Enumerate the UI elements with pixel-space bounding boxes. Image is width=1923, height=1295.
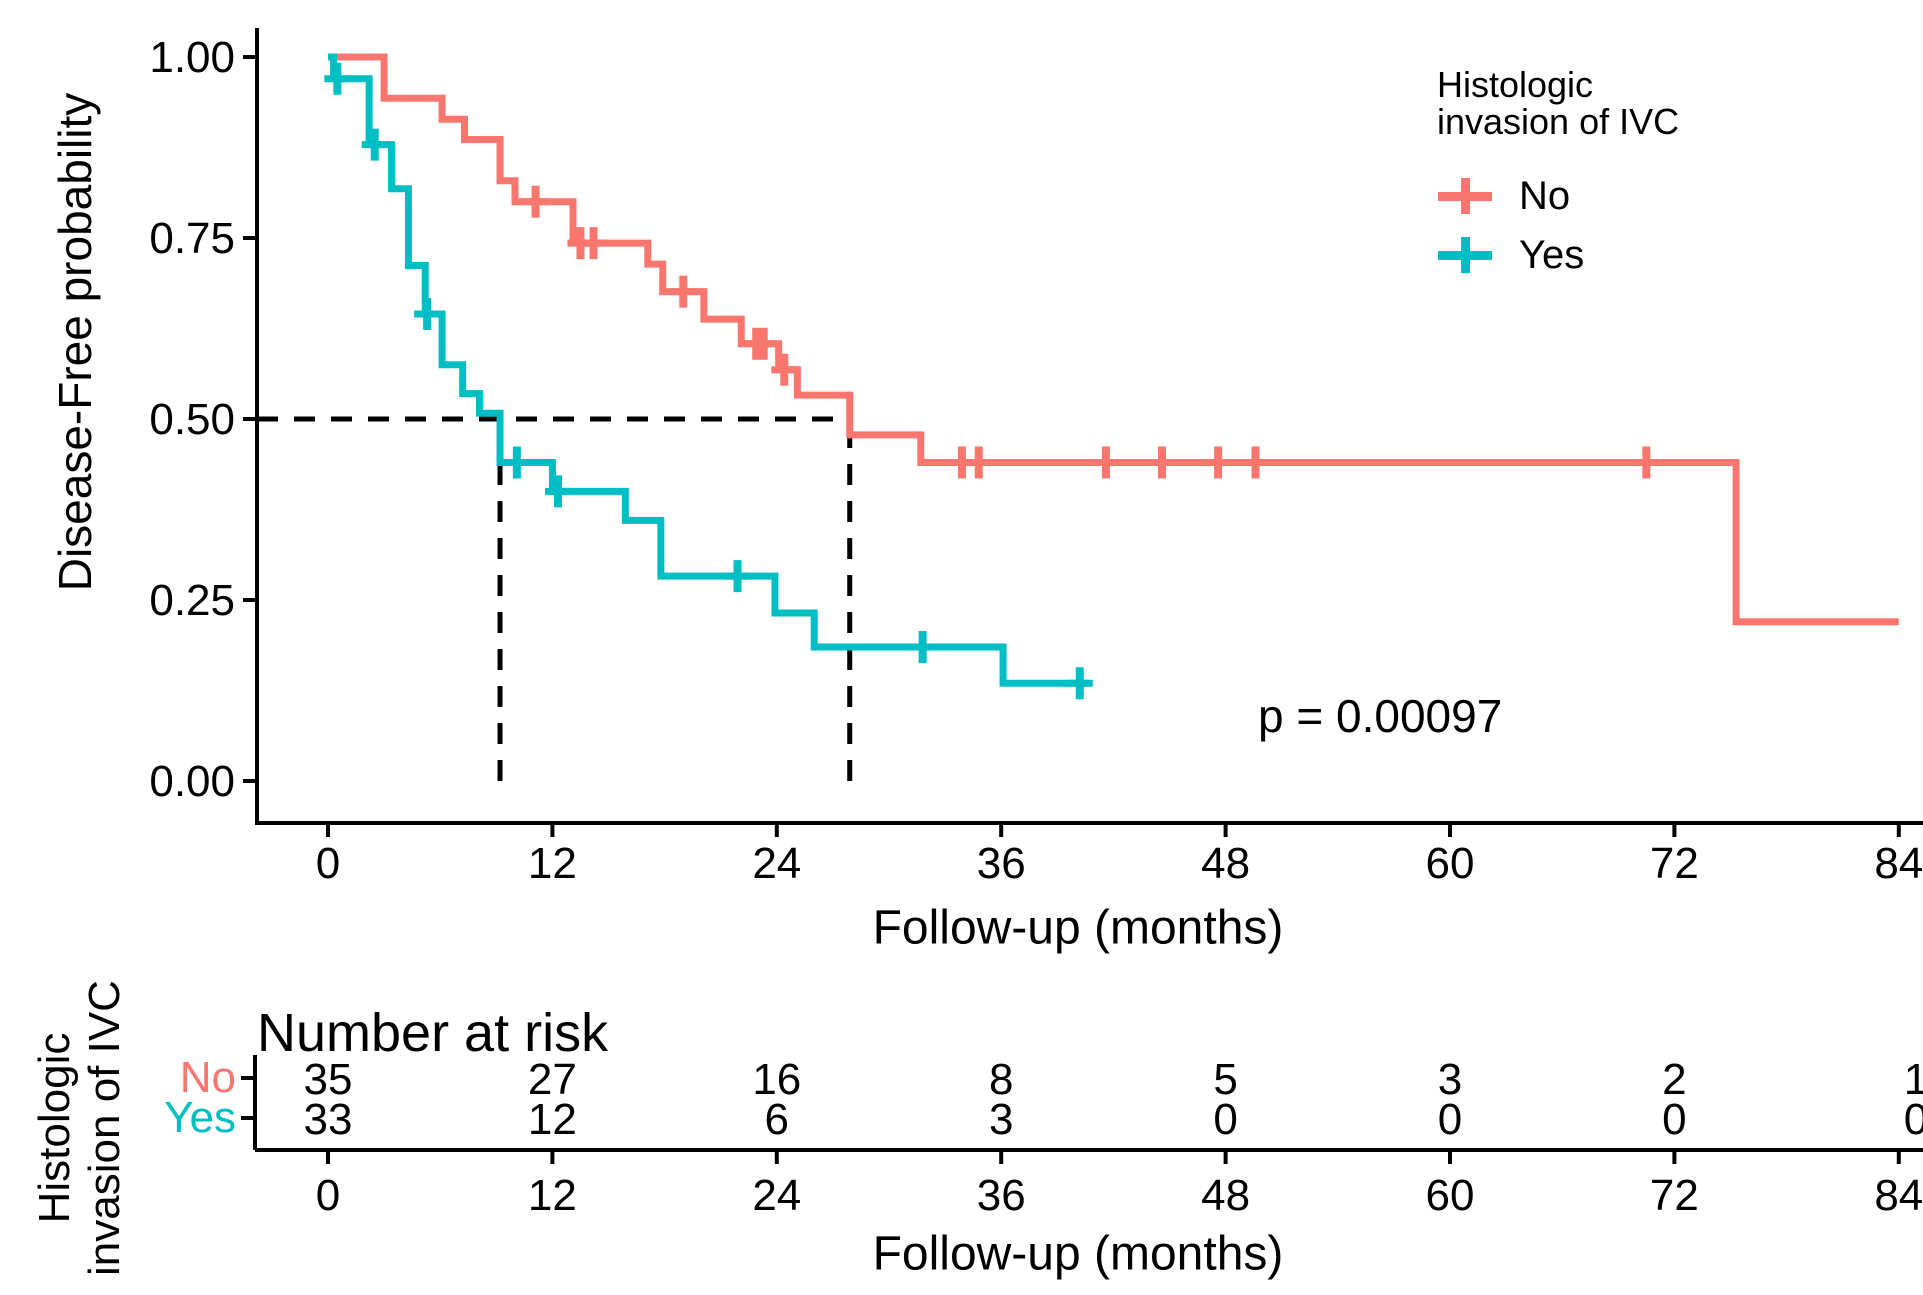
- risk-table-x-tick-label: 48: [1201, 1171, 1250, 1220]
- x-tick-label: 48: [1201, 839, 1250, 888]
- risk-count-yes: 6: [765, 1095, 789, 1144]
- legend-item-no: No: [1437, 174, 1570, 218]
- legend: Histologic invasion of IVC: [1437, 66, 1679, 140]
- km-curve-yes: [328, 53, 1088, 687]
- x-tick-label: 36: [977, 839, 1026, 888]
- x-tick-label: 72: [1650, 839, 1699, 888]
- km-curve-no: [328, 53, 1899, 626]
- risk-row-label-yes: Yes: [164, 1093, 236, 1142]
- no-curve-key-icon: [1437, 174, 1493, 218]
- y-tick-label: 1.00: [149, 33, 235, 82]
- y-tick-label: 0.50: [149, 395, 235, 444]
- risk-count-no: 8: [989, 1055, 1013, 1104]
- risk-table-group-label: Histologic invasion of IVC: [30, 980, 130, 1276]
- risk-count-no: 35: [304, 1055, 353, 1104]
- risk-table-group-label-line-1: Histologic: [30, 1032, 79, 1224]
- risk-count-no: 3: [1438, 1055, 1462, 1104]
- risk-count-yes: 0: [1662, 1095, 1686, 1144]
- legend-title-line-2: invasion of IVC: [1437, 101, 1680, 142]
- risk-count-yes: 0: [1904, 1095, 1923, 1144]
- x-tick-label: 12: [528, 839, 577, 888]
- risk-table-group-label-line-2: invasion of IVC: [80, 980, 129, 1276]
- risk-count-no: 2: [1662, 1055, 1686, 1104]
- risk-table-x-tick-label: 84: [1874, 1171, 1923, 1220]
- risk-table-x-tick-label: 72: [1650, 1171, 1699, 1220]
- risk-count-yes: 0: [1438, 1095, 1462, 1144]
- legend-title-line-1: Histologic: [1437, 64, 1594, 105]
- legend-label-no: No: [1519, 173, 1571, 218]
- risk-row-label-no: No: [179, 1053, 236, 1102]
- x-tick-label: 0: [316, 839, 340, 888]
- y-tick-label: 0.00: [149, 757, 235, 806]
- risk-table-x-tick-label: 60: [1426, 1171, 1475, 1220]
- risk-count-no: 1: [1904, 1055, 1923, 1104]
- risk-count-yes: 0: [1213, 1095, 1237, 1144]
- x-tick-label: 84: [1874, 839, 1923, 888]
- p-value-annotation: p = 0.00097: [1258, 690, 1503, 742]
- risk-count-yes: 3: [989, 1095, 1013, 1144]
- risk-table-title: Number at risk: [257, 1003, 609, 1063]
- risk-table-x-tick-label: 0: [316, 1171, 340, 1220]
- x-tick-label: 24: [752, 839, 801, 888]
- y-tick-label: 0.75: [149, 214, 235, 263]
- x-axis-title: Follow-up (months): [872, 901, 1284, 955]
- risk-table-x-axis-title: Follow-up (months): [872, 1227, 1284, 1281]
- risk-table-x-tick-label: 24: [752, 1171, 801, 1220]
- risk-count-no: 16: [752, 1055, 801, 1104]
- risk-count-yes: 12: [528, 1095, 577, 1144]
- legend-item-yes: Yes: [1437, 233, 1584, 277]
- risk-table-x-tick-label: 36: [977, 1171, 1026, 1220]
- y-tick-label: 0.25: [149, 576, 235, 625]
- legend-label-yes: Yes: [1519, 232, 1585, 277]
- x-tick-label: 60: [1426, 839, 1475, 888]
- y-axis-title: Disease-Free probability: [49, 92, 101, 592]
- yes-curve-key-icon: [1437, 233, 1493, 277]
- risk-count-no: 27: [528, 1055, 577, 1104]
- risk-table-x-tick-label: 12: [528, 1171, 577, 1220]
- risk-count-no: 5: [1213, 1055, 1237, 1104]
- risk-count-yes: 33: [304, 1095, 353, 1144]
